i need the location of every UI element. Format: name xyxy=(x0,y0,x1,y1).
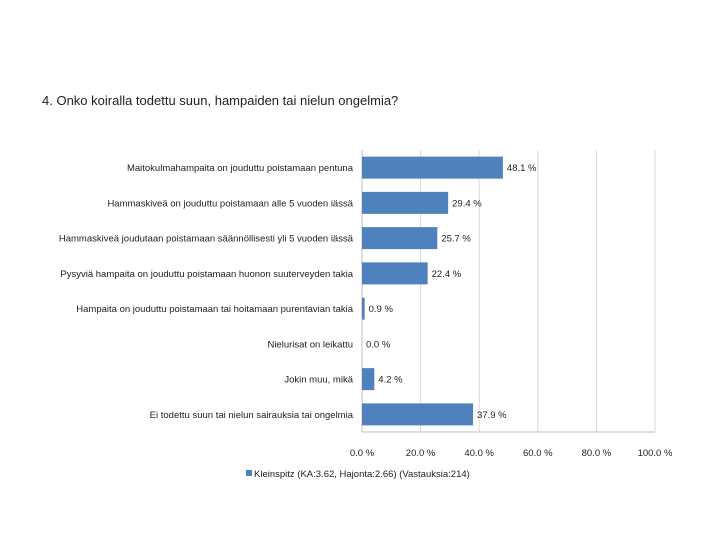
data-label: 0.0 % xyxy=(366,339,391,350)
data-label: 29.4 % xyxy=(452,198,482,209)
category-label: Ei todettu suun tai nielun sairauksia ta… xyxy=(150,410,354,421)
x-tick-label: 80.0 % xyxy=(582,448,612,459)
bar xyxy=(362,191,449,214)
data-label: 48.1 % xyxy=(507,163,537,174)
bar xyxy=(362,262,428,285)
legend-swatch xyxy=(246,470,252,476)
x-tick-label: 100.0 % xyxy=(638,448,673,459)
category-label: Maitokulmahampaita on jouduttu poistamaa… xyxy=(127,163,354,174)
category-label: Nielurisat on leikattu xyxy=(267,339,353,350)
bar xyxy=(362,227,438,250)
x-tick-label: 0.0 % xyxy=(350,448,375,459)
x-tick-label: 20.0 % xyxy=(406,448,436,459)
category-label: Pysyviä hampaita on jouduttu poistamaan … xyxy=(60,269,353,280)
data-label: 0.9 % xyxy=(369,304,394,315)
bar xyxy=(362,156,503,179)
data-label: 25.7 % xyxy=(441,234,471,245)
bar xyxy=(362,403,474,426)
x-tick-label: 60.0 % xyxy=(523,448,553,459)
bar xyxy=(362,297,365,320)
data-label: 22.4 % xyxy=(432,269,462,280)
category-label: Hampaita on jouduttu poistamaan tai hoit… xyxy=(76,304,353,315)
data-label: 37.9 % xyxy=(477,410,507,421)
question-title: 4. Onko koiralla todettu suun, hampaiden… xyxy=(42,93,399,108)
bar xyxy=(362,368,375,391)
x-tick-label: 40.0 % xyxy=(464,448,494,459)
data-label: 4.2 % xyxy=(378,375,403,386)
legend-label: Kleinspitz (KA:3.62, Hajonta:2.66) (Vast… xyxy=(254,469,470,480)
category-label: Hammaskiveä joudutaan poistamaan säännöl… xyxy=(59,234,354,245)
category-label: Hammaskiveä on jouduttu poistamaan alle … xyxy=(107,198,353,209)
category-label: Jokin muu, mikä xyxy=(284,375,353,386)
